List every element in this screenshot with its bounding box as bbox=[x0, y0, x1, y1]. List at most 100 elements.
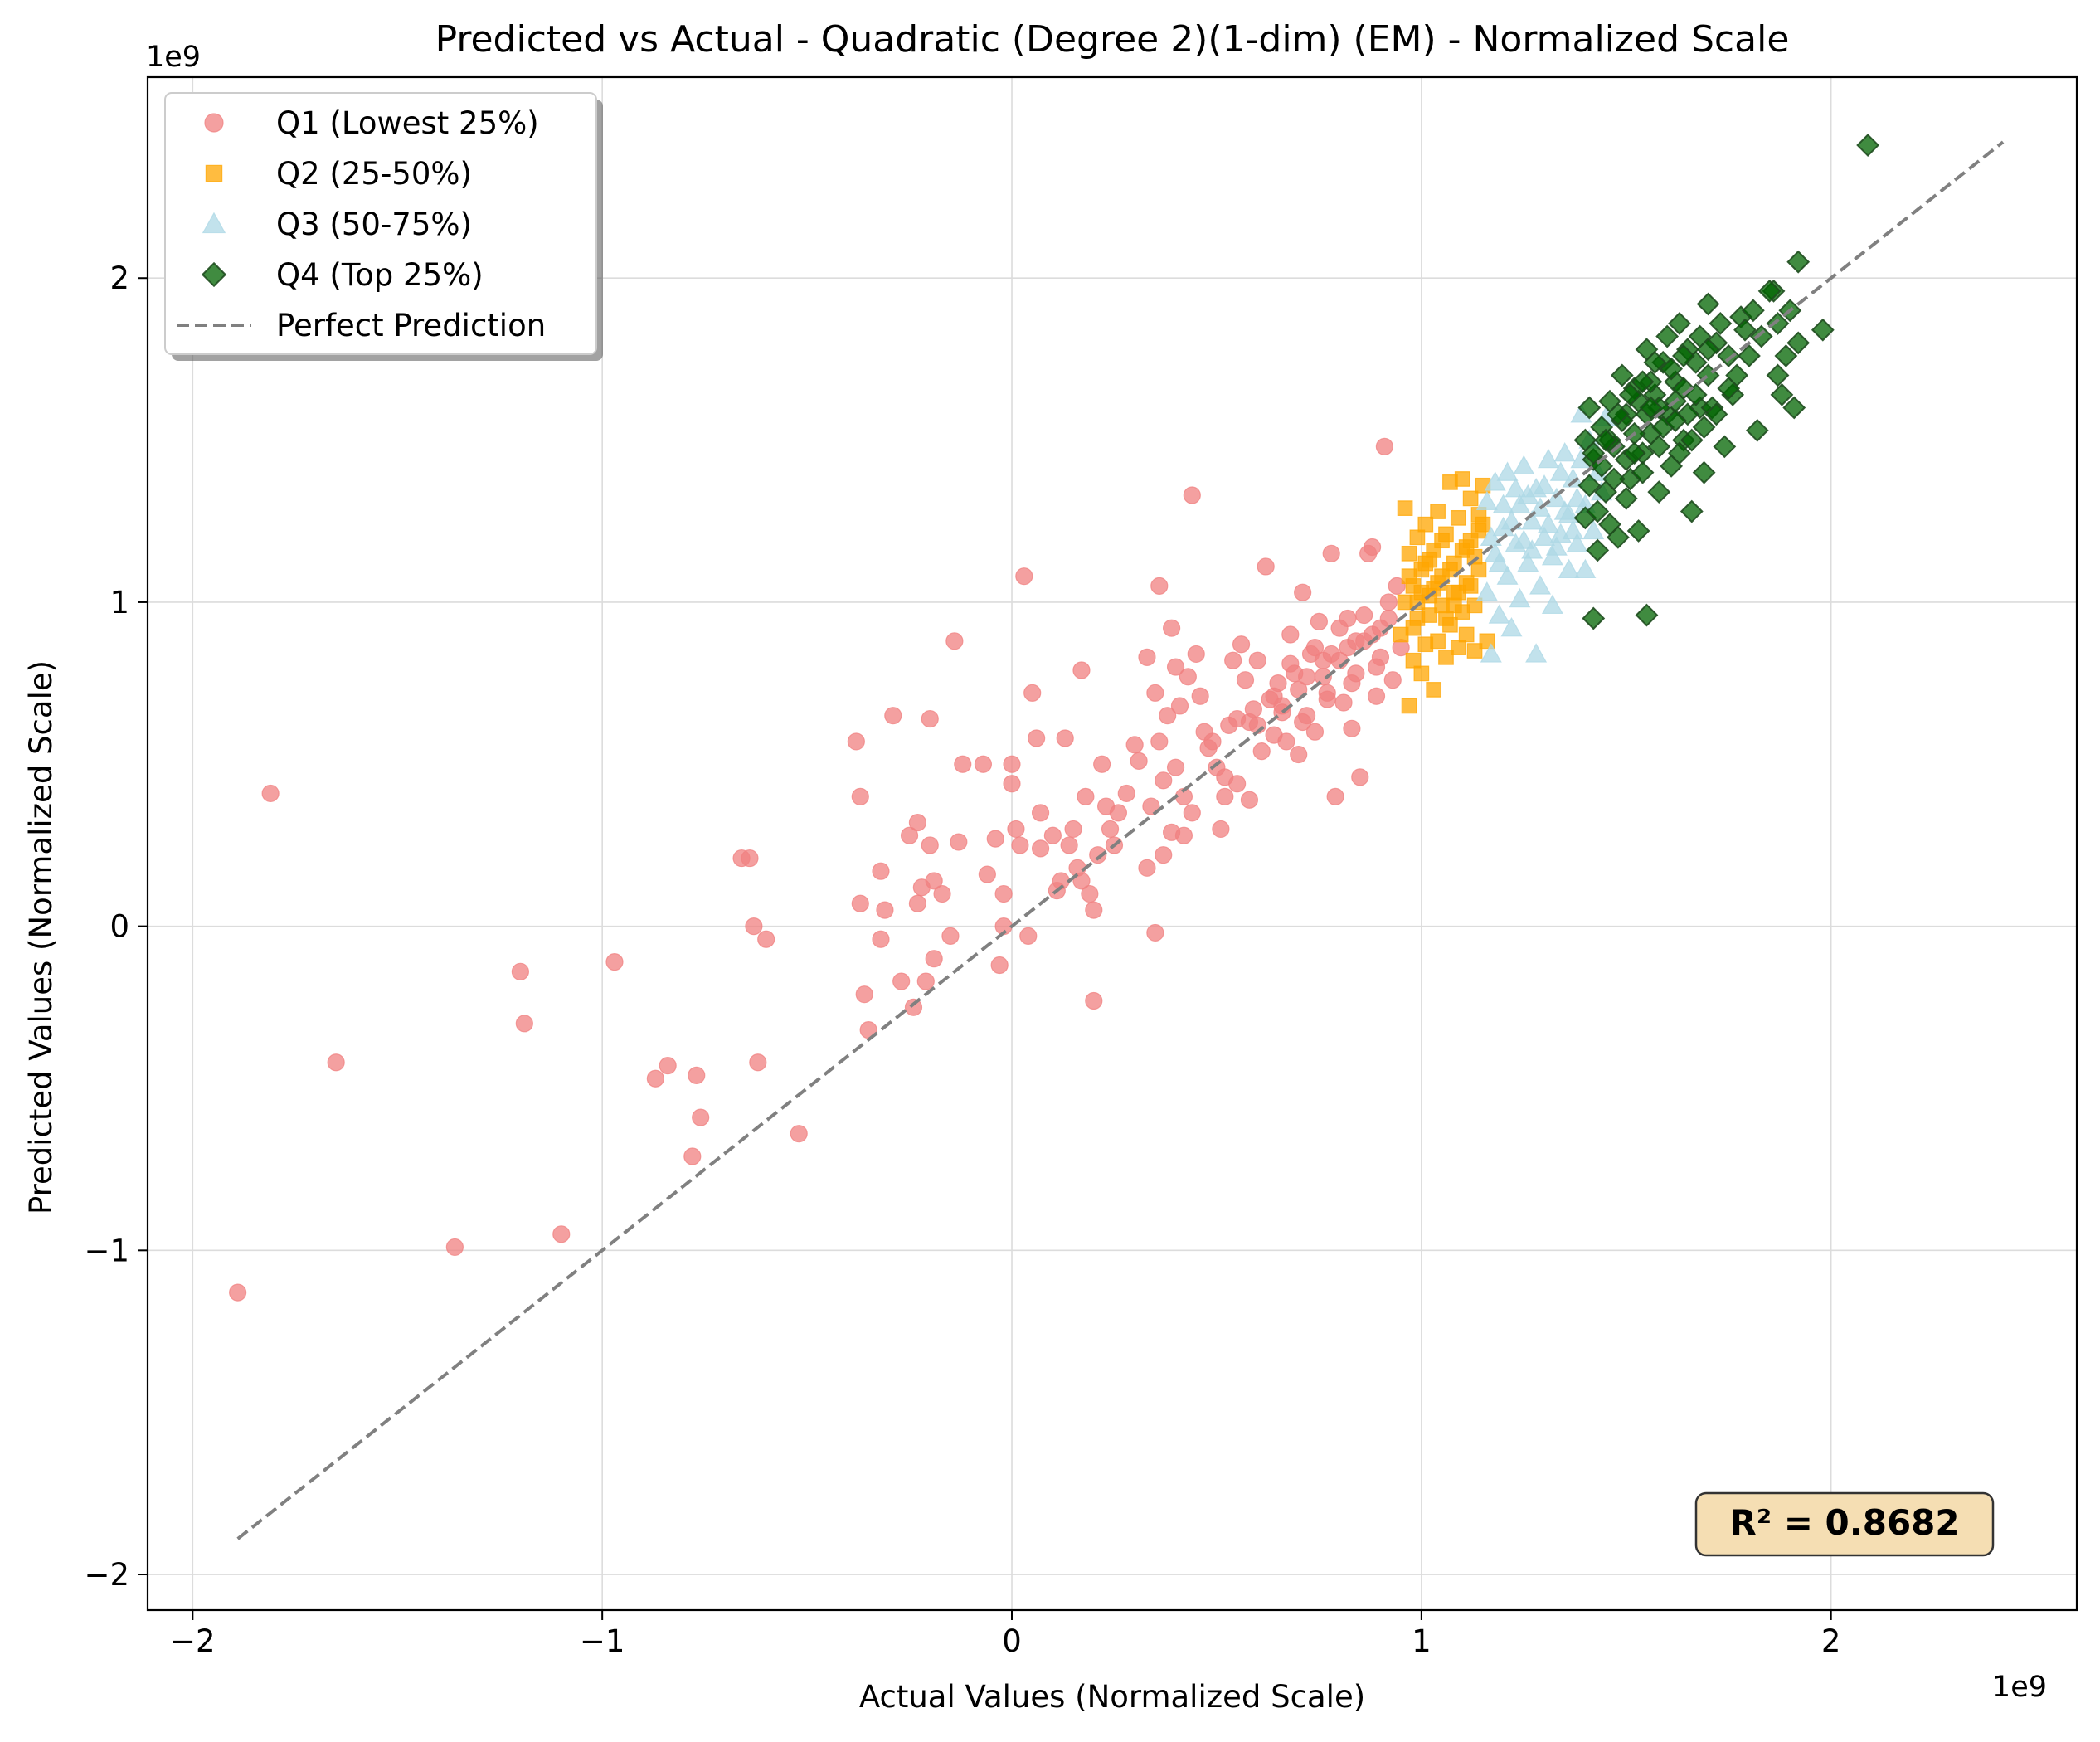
y-tick-label: −1 bbox=[84, 1233, 129, 1268]
data-point bbox=[1388, 577, 1406, 595]
data-point bbox=[1647, 480, 1671, 504]
data-point bbox=[1541, 545, 1563, 566]
data-point bbox=[1549, 461, 1572, 481]
data-point bbox=[1466, 548, 1483, 565]
data-point bbox=[916, 972, 935, 990]
data-point bbox=[1692, 416, 1716, 439]
data-point bbox=[892, 972, 911, 990]
data-point bbox=[974, 755, 993, 773]
data-point bbox=[876, 901, 894, 919]
data-point bbox=[1505, 477, 1527, 498]
data-point bbox=[990, 956, 1009, 975]
data-point bbox=[1159, 707, 1177, 725]
data-point bbox=[1562, 519, 1584, 540]
data-point bbox=[1655, 324, 1680, 348]
data-point bbox=[1015, 567, 1033, 586]
data-point bbox=[1717, 377, 1741, 400]
data-point bbox=[1125, 736, 1144, 754]
data-point bbox=[1664, 409, 1687, 433]
data-point bbox=[1631, 370, 1655, 394]
data-point bbox=[1240, 791, 1259, 809]
data-point bbox=[1582, 606, 1606, 630]
data-point bbox=[1163, 619, 1181, 637]
data-point bbox=[1310, 612, 1328, 630]
data-point bbox=[1109, 804, 1128, 822]
data-point bbox=[552, 1225, 571, 1243]
data-point bbox=[1484, 471, 1506, 491]
data-point bbox=[1671, 344, 1695, 367]
series-q3 bbox=[1475, 403, 1617, 663]
data-point bbox=[1517, 552, 1539, 572]
y-tick-label: 0 bbox=[109, 909, 129, 945]
data-point bbox=[1187, 645, 1205, 664]
data-point bbox=[1363, 538, 1382, 557]
data-point bbox=[1343, 674, 1361, 693]
data-point bbox=[1409, 594, 1426, 611]
data-point bbox=[1417, 555, 1434, 572]
legend-label: Q3 (50-75%) bbox=[276, 207, 472, 242]
data-point bbox=[1089, 846, 1107, 864]
data-point bbox=[1401, 568, 1417, 585]
data-point bbox=[900, 826, 919, 844]
data-point bbox=[1043, 826, 1062, 844]
data-point bbox=[1553, 441, 1576, 462]
data-point bbox=[1709, 312, 1733, 335]
data-point bbox=[1252, 742, 1271, 761]
x-axis-multiplier: 1e9 bbox=[1992, 1671, 2047, 1704]
data-point bbox=[1454, 471, 1470, 487]
data-point bbox=[945, 632, 964, 650]
data-point bbox=[1450, 509, 1466, 526]
data-point bbox=[978, 865, 996, 883]
data-point bbox=[1401, 698, 1417, 714]
data-point bbox=[1072, 872, 1091, 890]
data-point bbox=[1085, 991, 1103, 1010]
data-point bbox=[1598, 513, 1621, 537]
data-point bbox=[1475, 516, 1491, 533]
data-point bbox=[1574, 558, 1597, 579]
legend-label: Q2 (25-50%) bbox=[276, 156, 472, 192]
data-point bbox=[1496, 461, 1519, 481]
data-point bbox=[872, 862, 890, 880]
data-point bbox=[1668, 441, 1691, 465]
data-point bbox=[1294, 583, 1312, 601]
data-point bbox=[1577, 396, 1602, 420]
data-point bbox=[1521, 539, 1543, 559]
data-point bbox=[1466, 597, 1483, 614]
data-point bbox=[1216, 787, 1234, 805]
data-point bbox=[1525, 643, 1548, 663]
data-point bbox=[1085, 901, 1103, 919]
data-point bbox=[1281, 625, 1300, 644]
data-point bbox=[1277, 732, 1295, 751]
data-point bbox=[851, 787, 869, 805]
data-point bbox=[1541, 594, 1563, 615]
data-point bbox=[872, 930, 890, 948]
data-point bbox=[1450, 584, 1466, 601]
data-point bbox=[1232, 635, 1251, 654]
data-point bbox=[1401, 545, 1417, 562]
data-point bbox=[1438, 649, 1454, 665]
data-point bbox=[950, 833, 968, 851]
data-point bbox=[1019, 927, 1038, 945]
x-tick-label: 2 bbox=[1821, 1623, 1841, 1659]
y-tick-label: 1 bbox=[109, 585, 129, 620]
axis-ticks: −2 −1 0 1 2 −2 −1 0 1 2 bbox=[84, 260, 1840, 1659]
data-point bbox=[1733, 318, 1757, 342]
data-point bbox=[1770, 382, 1794, 406]
data-point bbox=[1347, 632, 1365, 650]
data-point bbox=[1513, 455, 1535, 475]
y-tick-label: 2 bbox=[109, 260, 129, 296]
data-point bbox=[1003, 775, 1021, 793]
data-point bbox=[1351, 768, 1369, 786]
data-point bbox=[1582, 519, 1605, 540]
data-point bbox=[908, 814, 927, 832]
data-point bbox=[1749, 324, 1773, 348]
data-point bbox=[1529, 575, 1552, 595]
data-point bbox=[1680, 499, 1704, 523]
data-point bbox=[1692, 460, 1716, 484]
data-point bbox=[1618, 382, 1642, 406]
data-point bbox=[1417, 516, 1434, 533]
data-point bbox=[1191, 687, 1209, 705]
data-point bbox=[1647, 435, 1671, 459]
